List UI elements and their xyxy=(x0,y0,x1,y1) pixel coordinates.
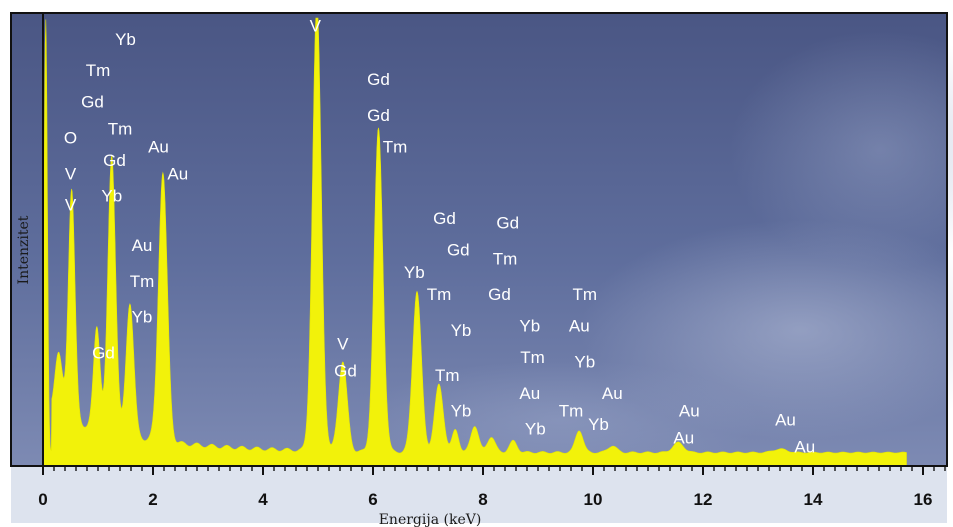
peak-label: Tm xyxy=(130,272,155,291)
peak-label: Yb xyxy=(588,415,609,434)
peak-label: Tm xyxy=(573,285,598,304)
peak-label: Gd xyxy=(367,70,390,89)
x-tick-labels: 0 2 4 6 8 10 12 14 16 xyxy=(38,490,932,509)
x-tick-label: 0 xyxy=(38,490,47,509)
x-axis-label: Energija (keV) xyxy=(379,512,482,527)
peak-label: Tm xyxy=(427,285,452,304)
peak-label: O xyxy=(64,128,77,147)
peak-label: V xyxy=(65,164,77,183)
peak-label: Gd xyxy=(81,93,104,112)
peak-label: Yb xyxy=(525,420,546,439)
peak-label: Au xyxy=(167,164,188,183)
peak-label: Gd xyxy=(103,151,126,170)
peak-label: Gd xyxy=(92,344,115,363)
spectrum-area xyxy=(42,17,907,467)
peak-label: Gd xyxy=(433,209,456,228)
peak-label: Yb xyxy=(132,308,153,327)
background-cloud xyxy=(730,30,953,270)
peak-label: Yb xyxy=(404,263,425,282)
peak-label: Gd xyxy=(488,285,511,304)
peak-label: Gd xyxy=(334,361,357,380)
x-axis-band xyxy=(11,467,947,523)
x-tick-label: 2 xyxy=(148,490,157,509)
x-tick-label: 10 xyxy=(584,490,603,509)
peak-label: Au xyxy=(679,402,700,421)
peak-label: Tm xyxy=(520,348,545,367)
peak-label: Au xyxy=(148,137,169,156)
peak-label: Tm xyxy=(559,402,584,421)
x-tick-label: 16 xyxy=(914,490,933,509)
peak-label: V xyxy=(65,196,77,215)
peak-label: Au xyxy=(519,384,540,403)
x-axis: 0 2 4 6 8 10 12 14 16 Energija (keV) xyxy=(11,466,947,527)
plot-frame xyxy=(10,12,948,467)
peak-label: Tm xyxy=(435,366,460,385)
peak-label: Yb xyxy=(451,321,472,340)
peak-label: Au xyxy=(569,317,590,336)
peak-label: Tm xyxy=(383,137,408,156)
x-tick-label: 12 xyxy=(694,490,713,509)
peak-label: Yb xyxy=(574,352,595,371)
peak-label: V xyxy=(337,335,349,354)
peak-label: Yb xyxy=(451,402,472,421)
peak-label: Gd xyxy=(447,240,470,259)
y-axis-label: Intenzitet xyxy=(16,215,32,284)
peak-label: Yb xyxy=(519,317,540,336)
x-tick-label: 4 xyxy=(258,490,268,509)
peak-label: Yb xyxy=(115,30,136,49)
peak-label: V xyxy=(310,16,322,35)
peak-label: Gd xyxy=(367,106,390,125)
peak-label: Au xyxy=(673,429,694,448)
peak-label: Au xyxy=(602,384,623,403)
peak-label: Tm xyxy=(108,120,133,139)
peak-label: Au xyxy=(794,438,815,457)
peak-label: Tm xyxy=(493,249,518,268)
peak-label: Gd xyxy=(496,214,519,233)
peak-label: Yb xyxy=(101,187,122,206)
x-tick-label: 14 xyxy=(804,490,823,509)
peak-label: Au xyxy=(775,411,796,430)
peak-label: Tm xyxy=(86,61,111,80)
x-tick-label: 6 xyxy=(368,490,377,509)
peak-label: Au xyxy=(132,236,153,255)
x-minor-ticks xyxy=(42,466,946,475)
x-tick-label: 8 xyxy=(478,490,487,509)
